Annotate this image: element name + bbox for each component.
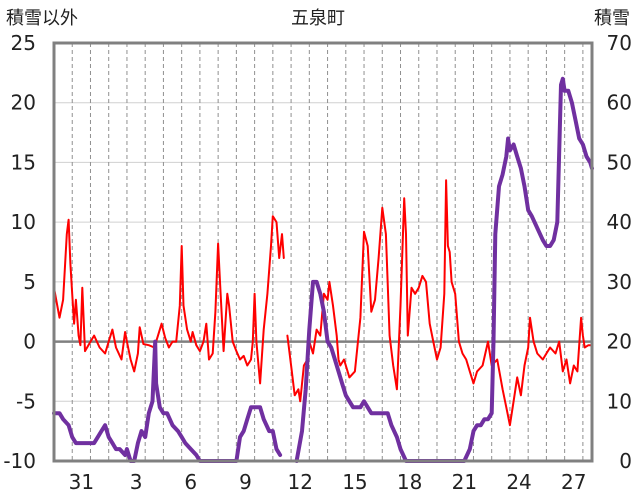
y-left-tick-label: 15: [11, 150, 36, 174]
x-tick-labels: 31 3 6 9 12 15 18 21 24 27: [69, 470, 587, 494]
y-left-tick-label: 5: [23, 270, 36, 294]
chart-series: [52, 76, 594, 463]
y-left-tick-labels: -10 -5 0 5 10 15 20 25: [3, 31, 36, 473]
y-right-tick-label: 60: [607, 91, 632, 115]
x-tick-label: 9: [239, 470, 252, 494]
y-right-tick-label: 0: [619, 449, 632, 473]
plot-frame: [52, 41, 594, 463]
x-tick-label: 3: [130, 470, 143, 494]
y-right-tick-label: 50: [607, 150, 632, 174]
y-left-tick-label: 0: [23, 330, 36, 354]
x-tick-label: 6: [184, 470, 197, 494]
snow-depth-line: [52, 339, 283, 463]
y-left-tick-label: 25: [11, 31, 36, 55]
x-tick-label: 27: [561, 470, 586, 494]
chart-title: 五泉町: [291, 8, 345, 29]
x-tick-label: 12: [287, 470, 312, 494]
y-right-axis-label: 積雪: [594, 8, 630, 29]
y-right-tick-label: 30: [607, 270, 632, 294]
y-right-tick-label: 20: [607, 330, 632, 354]
y-right-tick-labels: 0 10 20 30 40 50 60 70: [607, 31, 632, 473]
x-tick-label: 24: [506, 470, 531, 494]
y-left-axis-label: 積雪以外: [6, 8, 78, 29]
x-tick-label: 18: [397, 470, 422, 494]
y-right-tick-label: 70: [607, 31, 632, 55]
y-left-tick-label: 20: [11, 91, 36, 115]
y-left-tick-label: 10: [11, 210, 36, 234]
other-value-line: [286, 179, 593, 427]
y-right-tick-label: 10: [607, 389, 632, 413]
x-tick-label: 21: [452, 470, 477, 494]
other-value-line: [53, 215, 285, 385]
snow-depth-line: [294, 76, 594, 463]
y-right-tick-label: 40: [607, 210, 632, 234]
y-left-tick-label: -10: [3, 449, 36, 473]
x-tick-label: 31: [69, 470, 94, 494]
y-left-tick-label: -5: [16, 389, 36, 413]
x-tick-label: 15: [342, 470, 367, 494]
